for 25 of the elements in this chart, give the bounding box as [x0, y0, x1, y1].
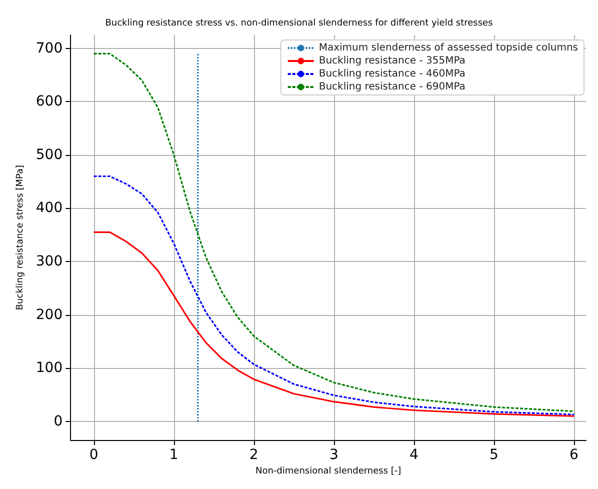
x-tick-label: 3 — [329, 447, 338, 464]
legend-label: Buckling resistance - 690MPa — [318, 82, 466, 92]
x-tick-label: 0 — [89, 447, 98, 464]
x-tick-label: 6 — [570, 447, 579, 464]
x-tick-label: 5 — [490, 447, 498, 464]
line-series — [93, 231, 575, 417]
legend-label: Maximum slenderness of assessed topside columns — [318, 42, 578, 54]
y-tick-label: 400 — [36, 200, 63, 216]
y-tick-label: 600 — [36, 94, 63, 110]
line-series — [93, 175, 575, 416]
y-tick-label: 200 — [36, 306, 63, 323]
y-tick-label: 0 — [54, 413, 63, 430]
legend-label: Buckling resistance - 460MPa — [318, 68, 466, 80]
y-tick-label: 100 — [36, 360, 63, 376]
legend-label: Buckling resistance - 355MPa — [318, 56, 466, 66]
x-axis-title: Non-dimensional slenderness [-] — [255, 466, 402, 476]
line-series — [93, 52, 575, 412]
x-tick-label: 4 — [409, 447, 418, 464]
x-tick-label: 1 — [169, 447, 178, 464]
y-axis-title: Buckling resistance stress [MPa] — [16, 164, 26, 310]
y-tick-label: 300 — [36, 254, 63, 270]
y-tick-label: 500 — [36, 146, 63, 163]
x-tick-label: 2 — [249, 447, 258, 464]
y-tick-label: 700 — [36, 40, 63, 56]
chart-title: Buckling resistance stress vs. non-dimensional slenderness for different yield stresses — [105, 18, 494, 28]
